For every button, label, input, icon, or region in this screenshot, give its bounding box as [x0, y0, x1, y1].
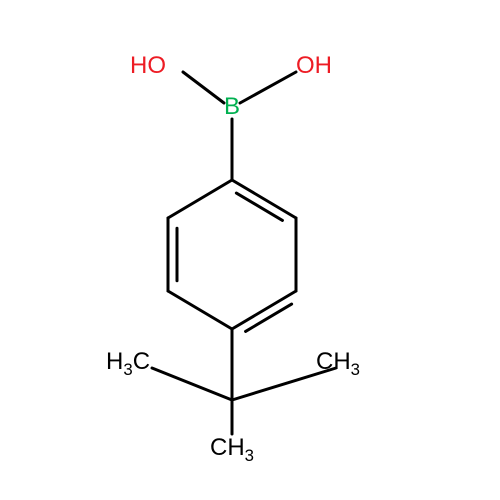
- atom-label-oh-left: HO: [130, 54, 166, 78]
- atom-label-ch3-down: CH3: [210, 436, 254, 465]
- molecule-canvas: [0, 0, 500, 500]
- atom-label-ch3-right: CH3: [316, 350, 360, 379]
- bond-layer: [152, 72, 336, 434]
- atom-label-oh-right: OH: [296, 54, 332, 78]
- atom-label-ch3-left: H3C: [106, 350, 150, 379]
- atom-label-boron: B: [224, 95, 240, 119]
